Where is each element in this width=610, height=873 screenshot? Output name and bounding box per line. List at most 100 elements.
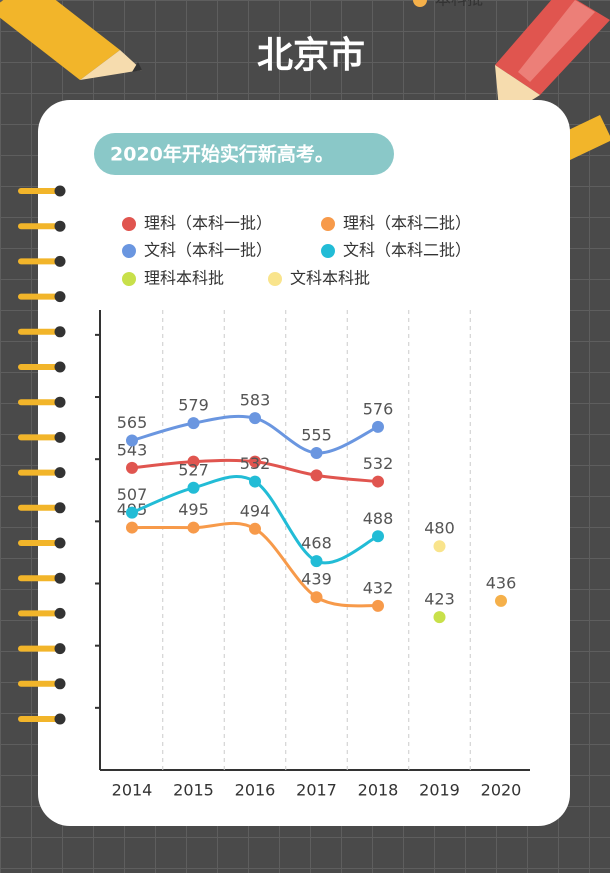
point: [126, 434, 138, 447]
point: [249, 412, 261, 425]
ring: [18, 258, 60, 265]
legend-swatch: [413, 0, 427, 7]
point: [372, 420, 384, 433]
point: [372, 530, 384, 543]
point: [249, 455, 261, 468]
x-tick-label: 2019: [419, 781, 460, 800]
data-label: 532: [363, 454, 394, 473]
x-tick-label: 2017: [296, 781, 337, 800]
data-label: 468: [301, 534, 332, 553]
ring-hole: [54, 185, 66, 197]
point: [249, 522, 261, 535]
x-tick-label: 2020: [481, 781, 522, 800]
pencil-top-left: [0, 0, 142, 80]
ring-hole: [54, 572, 66, 584]
point: [433, 611, 446, 624]
legend-label: 理科本科批: [144, 269, 224, 288]
ring: [18, 680, 60, 687]
ring: [18, 504, 60, 511]
point: [495, 594, 507, 607]
data-label: 494: [240, 501, 271, 520]
data-label: 555: [301, 425, 332, 444]
data-label: 432: [363, 578, 394, 597]
legend-label: 文科（本科二批）: [343, 241, 471, 260]
legend-label: 文科（本科一批）: [144, 241, 272, 260]
ring-hole: [54, 537, 66, 549]
data-label: 579: [178, 396, 209, 415]
point: [126, 506, 138, 519]
ring-hole: [54, 431, 66, 443]
ring-hole: [54, 255, 66, 267]
ring: [18, 188, 60, 194]
ring: [18, 610, 60, 617]
data-label: 507: [117, 485, 148, 504]
ring-hole: [54, 467, 66, 479]
x-tick-label: 2015: [173, 781, 214, 800]
legend-swatch: [268, 272, 282, 286]
data-label: 532: [240, 454, 271, 473]
ring-hole: [54, 502, 66, 514]
subtitle: 2020年开始实行新高考。: [110, 143, 334, 166]
point: [310, 591, 323, 604]
point: [310, 446, 323, 459]
data-label: 583: [240, 391, 271, 410]
ring: [18, 434, 60, 441]
ring: [18, 716, 60, 722]
ring: [18, 575, 60, 582]
data-label: 543: [117, 440, 148, 459]
data-label: 576: [363, 399, 394, 418]
ring-hole: [54, 396, 66, 408]
ring-hole: [54, 361, 66, 373]
legend-swatch: [321, 244, 335, 258]
ring: [18, 399, 60, 406]
legend-swatch: [321, 217, 335, 231]
card: [38, 100, 570, 826]
data-label: 439: [301, 570, 332, 589]
legend-label: 本科批: [435, 0, 483, 9]
data-label: 565: [117, 413, 148, 432]
data-label: 488: [363, 509, 394, 528]
legend-swatch: [122, 217, 136, 231]
x-tick-label: 2014: [112, 781, 153, 800]
point: [126, 461, 138, 474]
data-label: 495: [178, 500, 209, 519]
point: [433, 540, 446, 553]
point: [249, 475, 261, 488]
point: [187, 521, 200, 534]
data-label: 436: [486, 573, 517, 592]
point: [310, 555, 323, 568]
legend-label: 理科（本科二批）: [343, 214, 471, 233]
page-title: 北京市: [257, 34, 365, 76]
legend-label: 文科本科批: [290, 269, 370, 288]
point: [372, 475, 384, 488]
ring: [18, 364, 60, 370]
point: [310, 469, 323, 482]
ring: [18, 293, 60, 300]
ring: [18, 645, 60, 652]
x-tick-label: 2018: [358, 781, 399, 800]
ring-hole: [54, 326, 66, 338]
legend-swatch: [122, 244, 136, 258]
point: [187, 455, 200, 468]
ring-hole: [54, 291, 66, 303]
ring: [18, 328, 60, 335]
subtitle-pill: [94, 133, 394, 175]
point: [372, 599, 384, 612]
data-label: 423: [424, 590, 455, 609]
point: [126, 521, 138, 534]
legend-label: 理科（本科一批）: [144, 214, 272, 233]
legend-swatch: [122, 272, 136, 286]
point: [187, 417, 200, 430]
data-label: 480: [424, 519, 455, 538]
x-tick-label: 2016: [235, 781, 276, 800]
ring-hole: [54, 678, 66, 690]
ring-hole: [54, 713, 66, 725]
point: [187, 481, 200, 494]
ring: [18, 469, 60, 476]
ring-hole: [54, 220, 66, 232]
binding-rings: [18, 185, 66, 725]
ring-hole: [54, 643, 66, 655]
data-label: 527: [178, 460, 209, 479]
